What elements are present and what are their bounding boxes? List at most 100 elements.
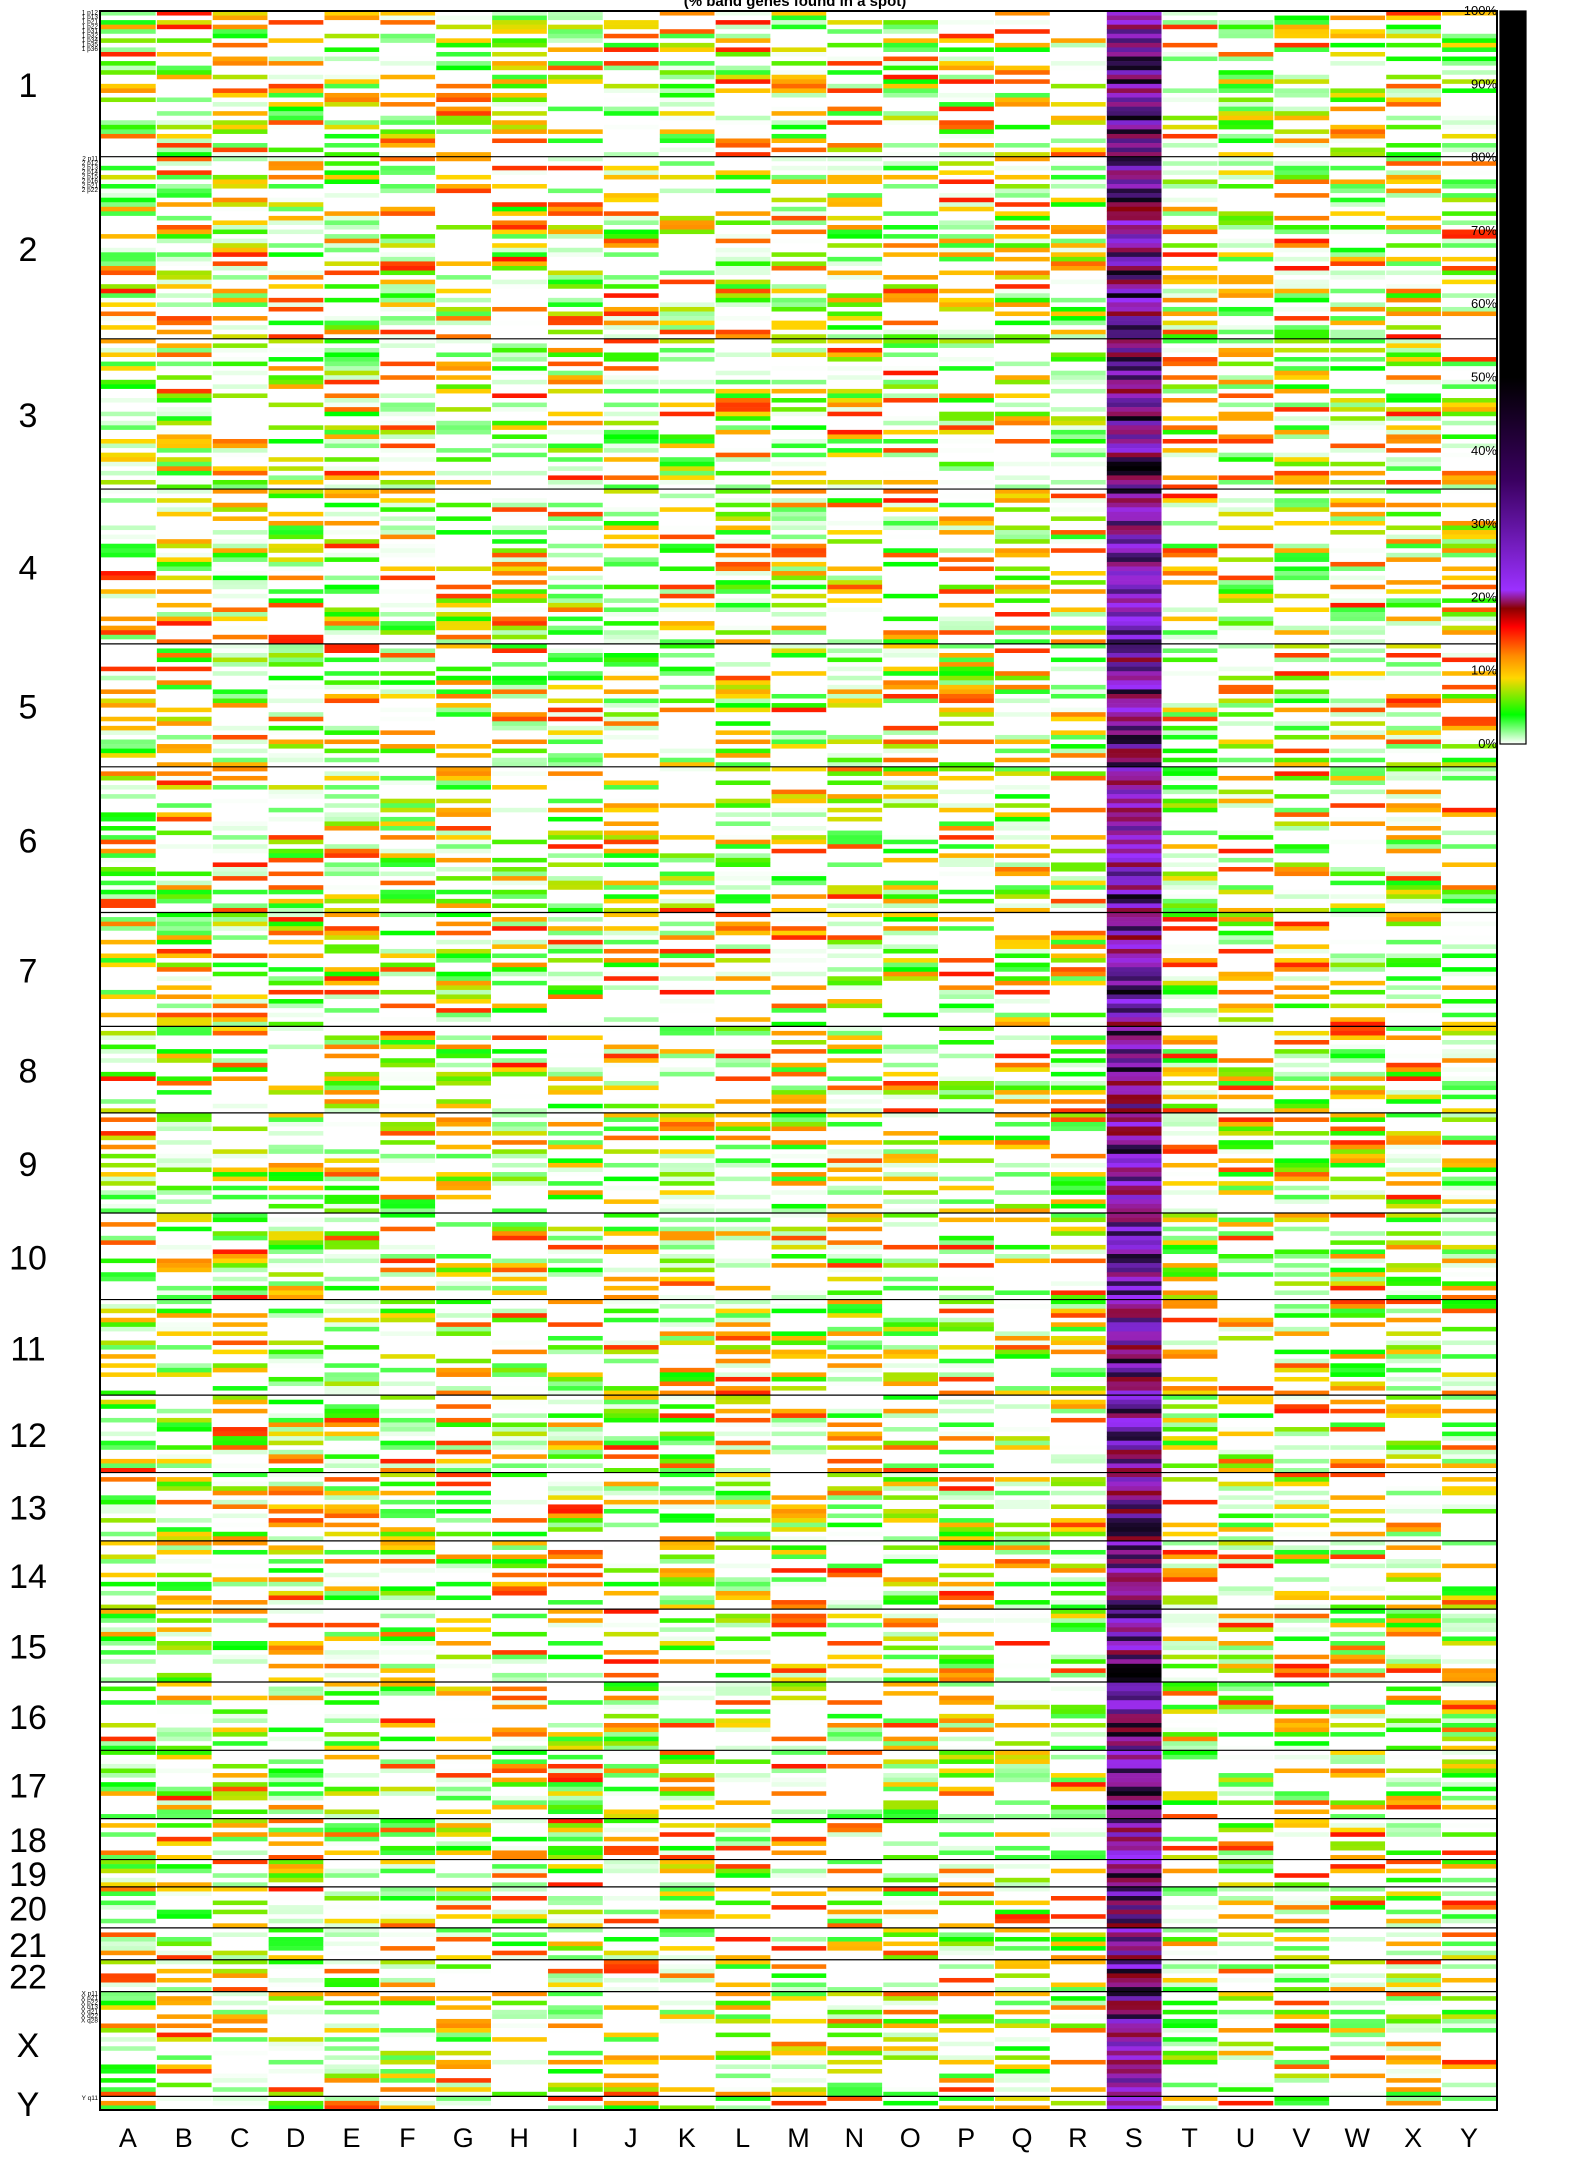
heatmap-cell bbox=[1386, 530, 1441, 535]
heatmap-cell bbox=[212, 120, 268, 126]
heatmap-cell bbox=[1274, 757, 1330, 763]
heatmap-cell bbox=[1386, 457, 1441, 463]
heatmap-cell bbox=[1106, 557, 1162, 563]
heatmap-cell bbox=[1274, 680, 1330, 686]
heatmap-cell bbox=[212, 256, 268, 262]
heatmap-cell bbox=[436, 593, 491, 599]
heatmap-cell bbox=[995, 612, 1050, 617]
heatmap-cell bbox=[1330, 147, 1386, 153]
heatmap-cell bbox=[1330, 47, 1386, 53]
heatmap-cell bbox=[1106, 56, 1162, 62]
heatmap-cell bbox=[771, 730, 827, 736]
heatmap-cell bbox=[939, 279, 994, 285]
heatmap-cell bbox=[995, 470, 1050, 476]
heatmap-cell bbox=[1218, 543, 1274, 549]
heatmap-cell bbox=[1050, 111, 1106, 117]
heatmap-cell bbox=[1106, 261, 1162, 267]
heatmap-cell bbox=[1442, 24, 1497, 30]
heatmap-cell bbox=[827, 625, 883, 631]
heatmap-cell bbox=[101, 721, 156, 727]
heatmap-cell bbox=[995, 461, 1050, 467]
heatmap-cell bbox=[548, 862, 603, 868]
heatmap-cell bbox=[1386, 712, 1441, 718]
heatmap-cell bbox=[771, 457, 827, 463]
heatmap-cell bbox=[827, 33, 883, 39]
heatmap-cell bbox=[324, 798, 380, 804]
heatmap-cell bbox=[492, 65, 547, 71]
heatmap-cell bbox=[1106, 334, 1162, 340]
heatmap-cell bbox=[324, 657, 380, 663]
heatmap-cell bbox=[436, 757, 491, 763]
heatmap-cell bbox=[548, 898, 603, 904]
heatmap-cell bbox=[883, 757, 938, 763]
heatmap-cell bbox=[212, 416, 268, 422]
heatmap-cell bbox=[324, 493, 380, 499]
heatmap-cell bbox=[715, 903, 771, 909]
heatmap-cell bbox=[324, 124, 380, 130]
heatmap-cell bbox=[436, 398, 491, 403]
heatmap-cell bbox=[548, 206, 603, 212]
heatmap-cell bbox=[156, 475, 212, 481]
heatmap-cell bbox=[1442, 461, 1497, 467]
heatmap-cell bbox=[883, 224, 938, 230]
heatmap-cell bbox=[715, 220, 771, 226]
heatmap-cell bbox=[324, 698, 380, 704]
heatmap-cell bbox=[1274, 402, 1330, 408]
heatmap-cell bbox=[436, 302, 491, 308]
heatmap-cell bbox=[939, 184, 994, 189]
heatmap-cell bbox=[156, 297, 212, 303]
heatmap-cell bbox=[212, 625, 268, 631]
heatmap-cell bbox=[212, 174, 268, 180]
heatmap-cell bbox=[268, 812, 324, 818]
heatmap-cell bbox=[1274, 270, 1330, 276]
heatmap-cell bbox=[492, 161, 547, 167]
heatmap-cell bbox=[436, 33, 491, 39]
heatmap-cell bbox=[827, 461, 883, 467]
heatmap-cell bbox=[939, 229, 994, 235]
heatmap-cell bbox=[1218, 156, 1274, 162]
heatmap-cell bbox=[603, 625, 659, 631]
heatmap-cell bbox=[883, 657, 938, 663]
heatmap-cell bbox=[268, 65, 324, 71]
heatmap-cell bbox=[1442, 470, 1497, 476]
heatmap-cell bbox=[1050, 279, 1106, 285]
heatmap-cell bbox=[1050, 766, 1106, 772]
heatmap-cell bbox=[771, 584, 827, 590]
heatmap-cell bbox=[1106, 475, 1162, 481]
heatmap-cell bbox=[101, 438, 156, 444]
heatmap-cell bbox=[995, 771, 1050, 777]
heatmap-cell bbox=[1386, 229, 1441, 235]
heatmap-cell bbox=[1274, 284, 1330, 290]
heatmap-cell bbox=[715, 65, 771, 71]
heatmap-cell bbox=[1106, 807, 1162, 813]
heatmap-cell bbox=[659, 375, 715, 381]
heatmap-cell bbox=[212, 848, 268, 854]
heatmap-cell bbox=[939, 662, 994, 667]
heatmap-cell bbox=[1330, 712, 1386, 718]
heatmap-cell bbox=[548, 320, 603, 326]
heatmap-cell bbox=[1218, 780, 1274, 786]
heatmap-cell bbox=[492, 889, 547, 895]
heatmap-cell bbox=[268, 407, 324, 412]
heatmap-cell bbox=[603, 284, 659, 290]
heatmap-cell bbox=[883, 188, 938, 194]
heatmap-cell bbox=[1106, 88, 1162, 94]
heatmap-cell bbox=[1162, 684, 1218, 690]
heatmap-cell bbox=[715, 97, 771, 103]
heatmap-cell bbox=[156, 129, 212, 135]
heatmap-cell bbox=[883, 584, 938, 590]
heatmap-cell bbox=[715, 794, 771, 799]
heatmap-cell bbox=[1106, 184, 1162, 189]
heatmap-cell bbox=[548, 115, 603, 121]
heatmap-cell bbox=[995, 56, 1050, 62]
heatmap-cell bbox=[436, 284, 491, 290]
heatmap-cell bbox=[1386, 61, 1441, 66]
heatmap-cell bbox=[659, 256, 715, 262]
heatmap-cell bbox=[1330, 894, 1386, 900]
heatmap-cell bbox=[1386, 38, 1441, 44]
heatmap-cell bbox=[1106, 625, 1162, 631]
heatmap-cell bbox=[1386, 133, 1441, 139]
heatmap-cell bbox=[1386, 184, 1441, 189]
heatmap-cell bbox=[1274, 384, 1330, 390]
heatmap-cell bbox=[883, 666, 938, 672]
